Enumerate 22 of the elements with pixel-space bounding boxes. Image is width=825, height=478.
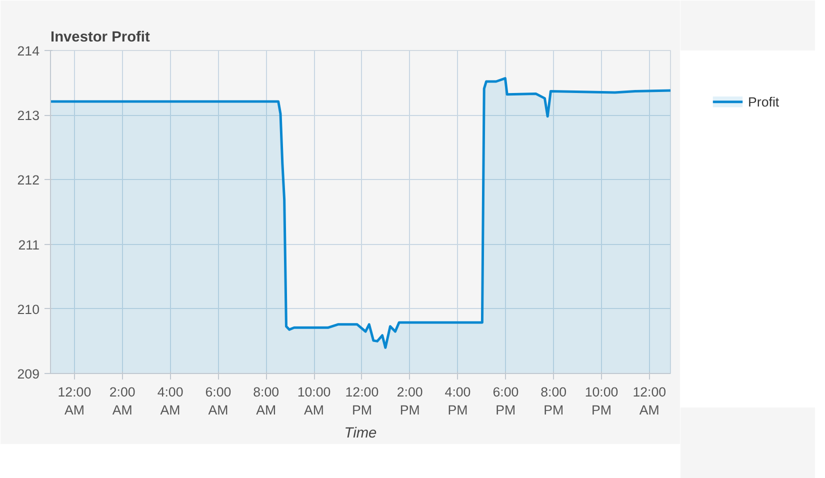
y-tick-label: 214	[17, 44, 40, 58]
x-tick-label: 6:00 AM	[205, 384, 232, 418]
x-tick-label: 8:00 AM	[253, 384, 280, 418]
x-tick-label: 12:00 AM	[632, 384, 666, 418]
x-tick-label: 10:00 PM	[584, 384, 618, 418]
x-tick-label: 4:00 PM	[444, 384, 471, 418]
y-tick-label: 211	[18, 237, 40, 252]
y-tick-label: 209	[17, 366, 40, 382]
chart-title: Investor Profit	[50, 30, 150, 46]
x-tick-label: 8:00 PM	[540, 384, 567, 418]
y-tick-label: 213	[17, 108, 40, 124]
y-tick-label: 212	[17, 172, 40, 188]
x-tick-label: 12:00 PM	[345, 384, 379, 418]
x-tick-label: 2:00 PM	[396, 384, 423, 418]
x-tick-label: 6:00 PM	[492, 384, 519, 418]
x-axis-title: Time	[344, 426, 377, 442]
x-tick-label: 2:00 AM	[109, 384, 136, 418]
legend-label: Profit	[748, 94, 780, 110]
x-tick-label: 4:00 AM	[157, 384, 184, 418]
y-tick-label: 210	[17, 302, 40, 317]
x-tick-label: 12:00 AM	[58, 384, 92, 418]
x-tick-label: 10:00 AM	[297, 384, 331, 418]
